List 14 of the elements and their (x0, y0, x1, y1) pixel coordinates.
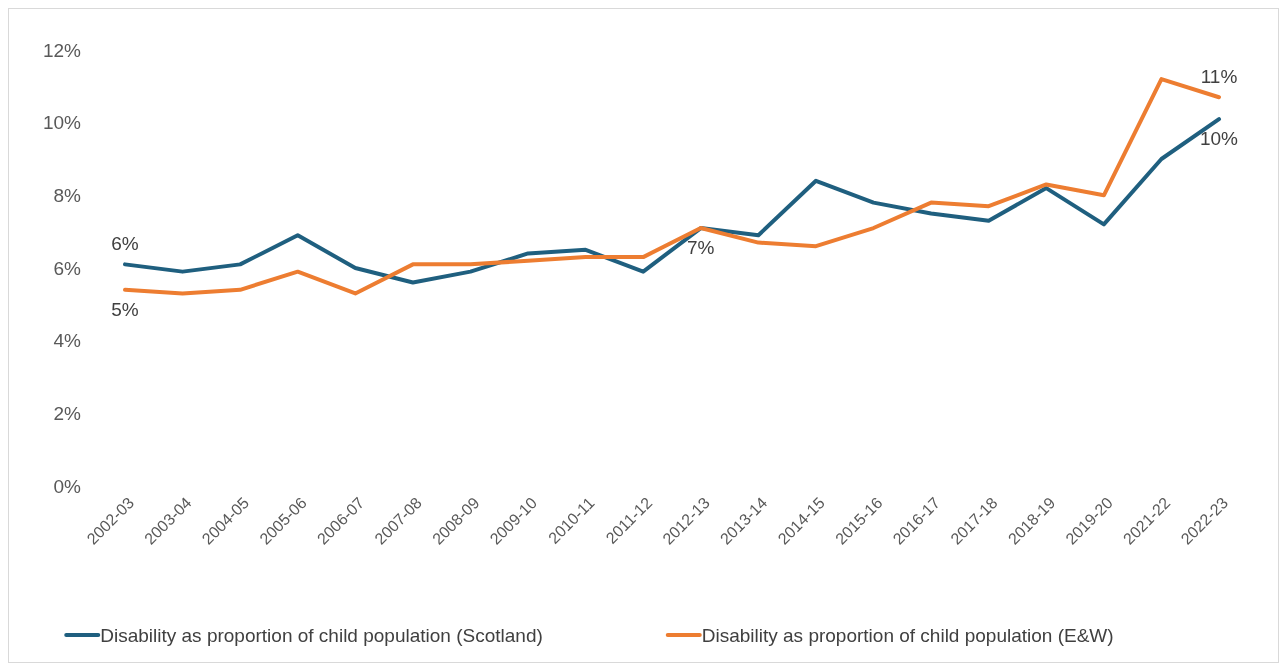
legend-label: Disability as proportion of child population (E&W) (701, 624, 1114, 646)
data-label: 11% (1200, 66, 1238, 88)
data-label: 7% (687, 237, 715, 259)
data-label: 6% (111, 233, 139, 255)
data-label: 10% (1199, 128, 1239, 150)
y-tick-label: 0% (53, 475, 82, 497)
y-tick-label: 6% (53, 257, 82, 279)
y-tick-label: 4% (53, 330, 82, 352)
legend-label: Disability as proportion of child population (Scotland) (100, 624, 543, 646)
y-tick-label: 10% (42, 112, 82, 134)
y-tick-label: 8% (53, 184, 82, 206)
y-tick-label: 2% (53, 402, 82, 424)
data-label: 5% (111, 298, 139, 320)
y-tick-label: 12% (42, 39, 82, 61)
